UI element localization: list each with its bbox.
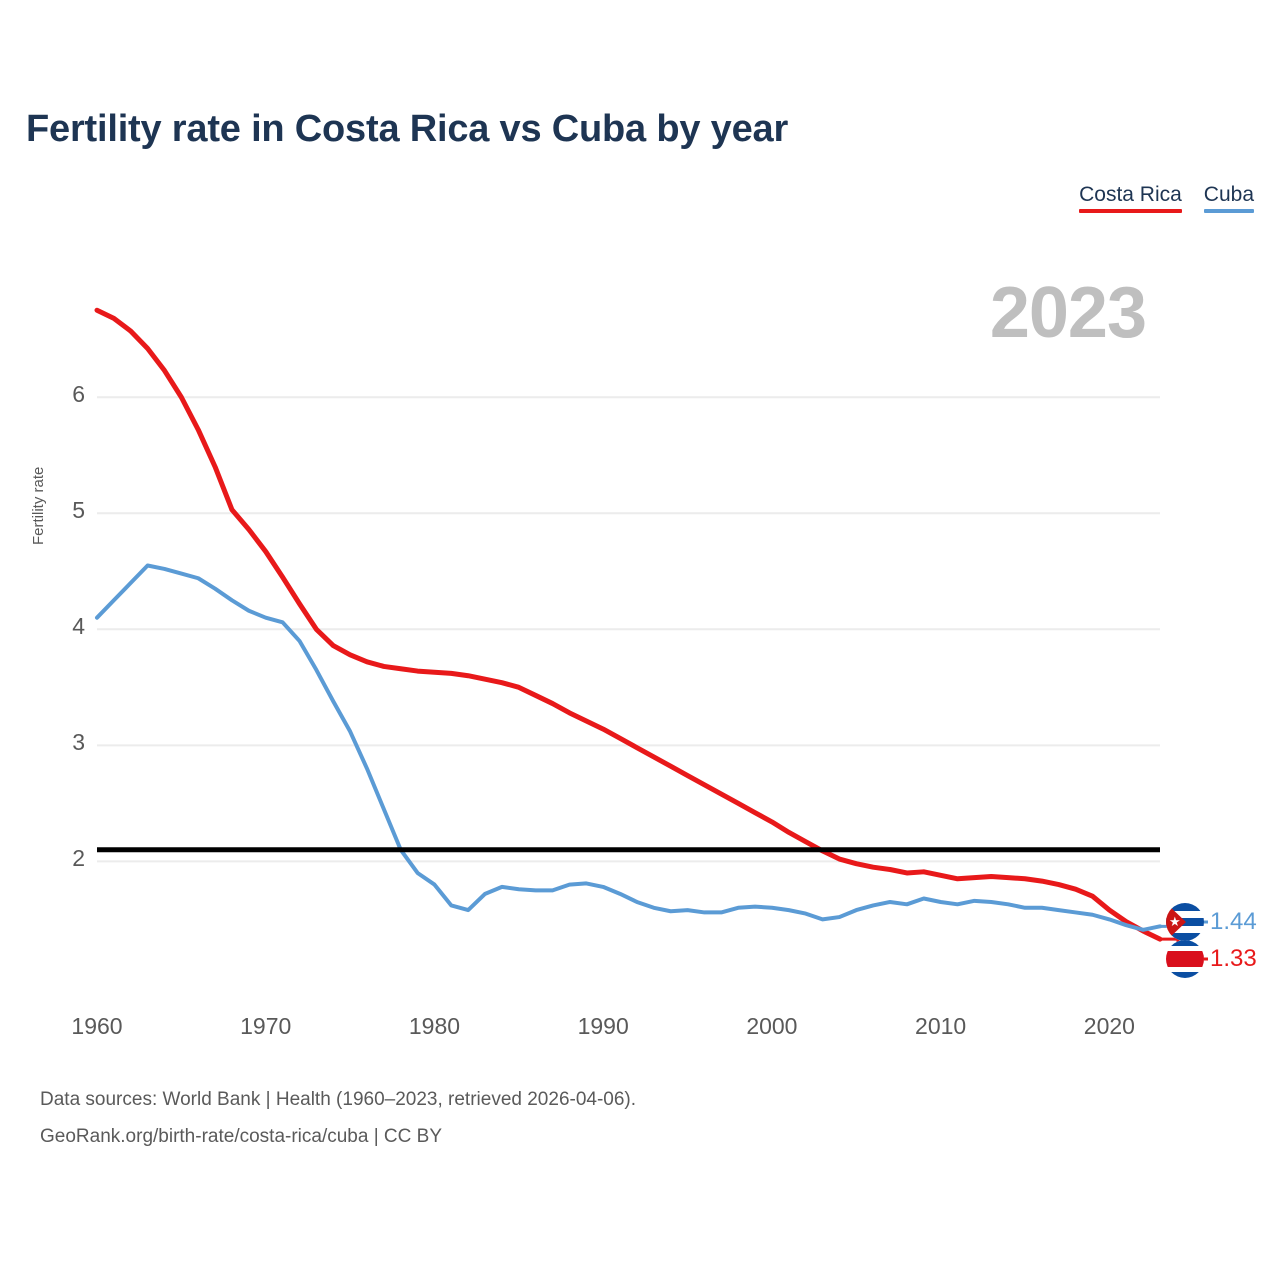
series-line-cuba — [95, 563, 1162, 932]
x-tick-label: 2010 — [915, 1013, 967, 1039]
chart-legend: Costa Rica Cuba — [1079, 183, 1254, 213]
legend-label-cuba: Cuba — [1203, 183, 1254, 206]
legend-swatch-costa-rica — [1079, 209, 1182, 213]
data-series-layer — [94, 307, 1163, 942]
x-tick-label: 1970 — [240, 1013, 292, 1039]
legend-label-costa-rica: Costa Rica — [1079, 183, 1182, 206]
legend-item-cuba[interactable]: Cuba — [1203, 183, 1254, 213]
legend-item-costa-rica[interactable]: Costa Rica — [1079, 183, 1182, 213]
y-tick-label: 4 — [72, 613, 85, 640]
y-tick-label: 3 — [72, 729, 85, 756]
footer-attribution: GeoRank.org/birth-rate/costa-rica/cuba |… — [40, 1126, 442, 1147]
x-tick-label: 1960 — [71, 1013, 123, 1039]
x-tick-label: 1990 — [577, 1013, 629, 1039]
y-tick-label: 2 — [72, 845, 85, 872]
footer-data-sources: Data sources: World Bank | Health (1960–… — [40, 1089, 637, 1110]
y-tick-label: 6 — [72, 381, 85, 408]
gridlines — [97, 396, 1160, 863]
series-line-costa-rica — [94, 307, 1163, 942]
x-tick-label: 2020 — [1083, 1013, 1135, 1039]
x-tick-label: 1980 — [408, 1013, 461, 1039]
legend-swatch-cuba — [1203, 209, 1254, 213]
y-tick-label: 5 — [72, 497, 85, 524]
page-title: Fertility rate in Costa Rica vs Cuba by … — [26, 108, 789, 150]
year-watermark: 2023 — [989, 273, 1147, 353]
cuba-flag-icon: ★ — [1166, 903, 1204, 941]
end-label-cuba: 1.44 — [1210, 908, 1257, 935]
end-label-costa-rica: 1.33 — [1210, 945, 1257, 972]
costa-rica-flag-icon — [1166, 940, 1204, 978]
x-tick-label: 2000 — [746, 1013, 798, 1039]
